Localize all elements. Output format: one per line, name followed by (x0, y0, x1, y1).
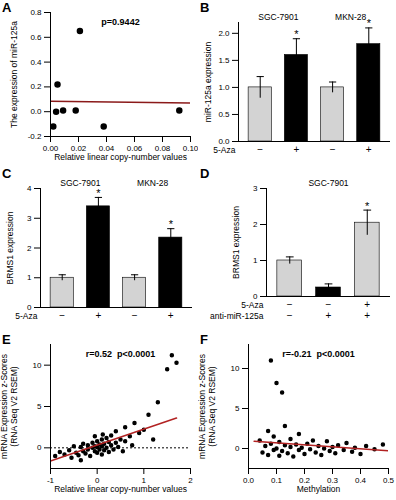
svg-text:+: + (168, 310, 174, 321)
svg-text:+: + (95, 310, 101, 321)
svg-text:2.0: 2.0 (218, 29, 230, 38)
svg-text:SGC-7901: SGC-7901 (60, 178, 100, 188)
svg-text:r=-0.21 p<0.0001: r=-0.21 p<0.0001 (282, 349, 355, 359)
svg-text:1: 1 (253, 256, 258, 265)
svg-text:0.2: 0.2 (298, 476, 311, 486)
svg-text:anti-miR-125a: anti-miR-125a (210, 311, 264, 321)
svg-text:0.5: 0.5 (383, 476, 395, 485)
svg-text:*: * (96, 187, 101, 199)
svg-text:−: − (287, 310, 293, 321)
svg-text:0.0: 0.0 (30, 107, 42, 116)
svg-text:The expression of miR-125a: The expression of miR-125a (9, 21, 19, 128)
svg-text:*: * (367, 17, 372, 29)
svg-text:-0.2: -0.2 (28, 132, 42, 141)
svg-text:0.3: 0.3 (326, 476, 339, 486)
svg-text:3: 3 (253, 184, 258, 193)
svg-text:MKN-28: MKN-28 (137, 178, 168, 188)
svg-text:1: 1 (141, 476, 147, 486)
svg-text:5: 5 (37, 402, 42, 411)
html-text:C: C (2, 166, 12, 181)
svg-text:BRMS1 expression: BRMS1 expression (231, 206, 241, 279)
svg-text:2: 2 (188, 476, 193, 485)
svg-text:Relative linear copy-number va: Relative linear copy-number values (54, 484, 187, 494)
svg-text:0.6: 0.6 (30, 33, 42, 42)
svg-text:5: 5 (235, 404, 240, 413)
svg-text:0.00: 0.00 (42, 144, 59, 154)
svg-text:0.2: 0.2 (30, 82, 42, 91)
svg-text:*: * (169, 218, 174, 230)
svg-text:*: * (294, 28, 299, 40)
html-text:A: A (2, 0, 12, 15)
svg-text:(RNA Seq V2 RSEM): (RNA Seq V2 RSEM) (9, 366, 19, 446)
svg-text:Relative linear copy-number va: Relative linear copy-number values (54, 152, 187, 162)
svg-text:mRNA Expression z-Scores: mRNA Expression z-Scores (198, 354, 207, 459)
svg-text:0.02: 0.02 (70, 144, 87, 154)
svg-text:+: + (364, 299, 370, 310)
svg-text:0: 0 (27, 303, 32, 313)
svg-text:miR-125a expression: miR-125a expression (203, 42, 213, 123)
svg-text:−: − (326, 299, 332, 310)
svg-text:mRNA Expression z-Scores: mRNA Expression z-Scores (0, 354, 9, 459)
svg-text:−: − (257, 144, 263, 155)
svg-text:10: 10 (33, 361, 42, 370)
svg-text:5-Aza: 5-Aza (15, 311, 37, 321)
svg-text:Methylation: Methylation (297, 484, 341, 494)
svg-text:−: − (132, 310, 138, 321)
svg-text:0.4: 0.4 (355, 476, 367, 485)
svg-text:0.4: 0.4 (30, 58, 42, 67)
svg-text:10: 10 (231, 364, 240, 373)
svg-text:SGC-7901: SGC-7901 (258, 12, 298, 22)
svg-text:2: 2 (27, 244, 32, 253)
svg-text:1.0: 1.0 (218, 83, 230, 92)
svg-text:5-Aza: 5-Aza (241, 300, 263, 310)
svg-text:(RNA Seq V2 RSEM): (RNA Seq V2 RSEM) (207, 366, 217, 446)
svg-text:+: + (364, 310, 370, 321)
svg-text:−: − (59, 310, 65, 321)
svg-text:*: * (365, 200, 370, 212)
html-text:F: F (200, 332, 208, 347)
html-text:D: D (200, 166, 210, 181)
svg-text:+: + (326, 310, 332, 321)
svg-text:4: 4 (27, 184, 32, 193)
svg-text:BRMS1 expression: BRMS1 expression (5, 211, 15, 284)
svg-text:r=0.52 p<0.0001: r=0.52 p<0.0001 (86, 349, 156, 359)
svg-text:0: 0 (253, 292, 258, 302)
svg-text:0.1: 0.1 (271, 476, 283, 485)
svg-text:5-Aza: 5-Aza (213, 145, 235, 155)
svg-text:0.04: 0.04 (98, 144, 115, 154)
svg-text:0: 0 (235, 444, 240, 453)
html-text:B: B (200, 0, 210, 15)
svg-text:−: − (287, 299, 293, 310)
svg-text:SGC-7901: SGC-7901 (308, 178, 348, 188)
svg-text:0.0: 0.0 (218, 137, 230, 147)
svg-text:+: + (366, 144, 372, 155)
html-text:E: E (2, 332, 11, 347)
svg-text:MKN-28: MKN-28 (335, 12, 366, 22)
svg-text:−: − (330, 144, 336, 155)
svg-text:0.8: 0.8 (30, 8, 42, 17)
svg-text:3: 3 (27, 214, 32, 223)
svg-text:0.08: 0.08 (154, 144, 171, 154)
svg-text:1.5: 1.5 (218, 56, 230, 65)
svg-text:p=0.9442: p=0.9442 (101, 17, 139, 27)
svg-text:0.06: 0.06 (126, 144, 143, 154)
svg-text:+: + (293, 144, 299, 155)
svg-text:-1: -1 (46, 476, 55, 486)
svg-text:0: 0 (37, 443, 42, 452)
svg-text:0.5: 0.5 (218, 110, 230, 119)
svg-text:1: 1 (27, 273, 32, 282)
svg-text:2: 2 (253, 220, 258, 229)
svg-text:0: 0 (94, 476, 100, 486)
svg-text:0.0: 0.0 (243, 476, 255, 485)
